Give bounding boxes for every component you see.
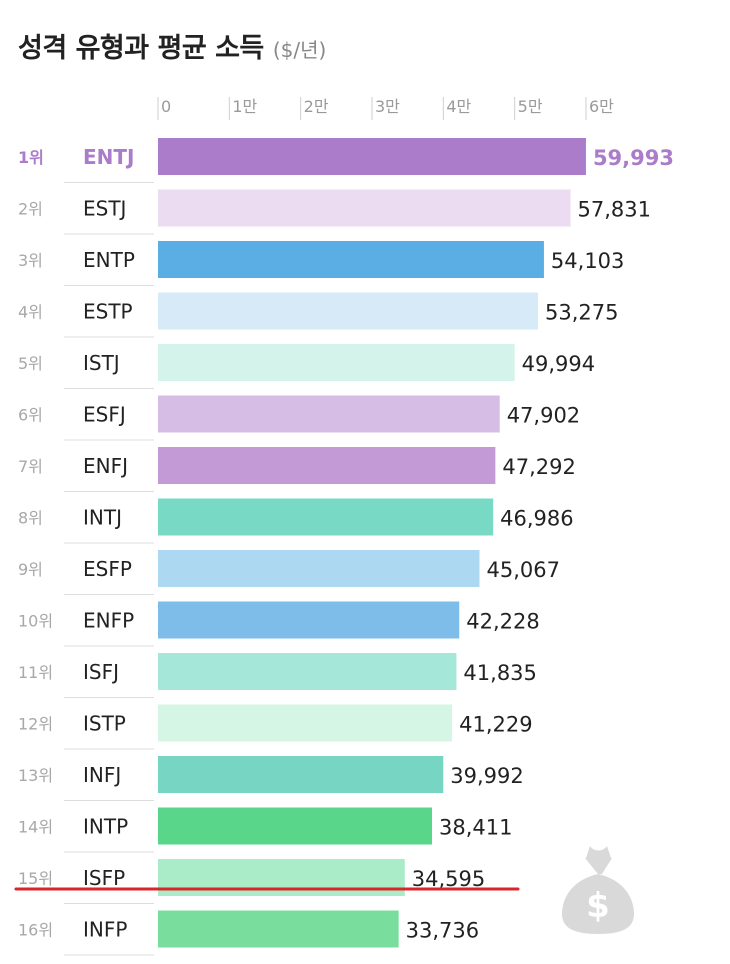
type-label: ISFJ bbox=[83, 660, 119, 684]
rank-label: 16위 bbox=[18, 920, 53, 939]
rank-label: 9위 bbox=[18, 560, 43, 579]
x-tick-label: 1만 bbox=[232, 97, 257, 116]
rank-label: 15위 bbox=[18, 869, 53, 888]
x-tick-label: 2만 bbox=[304, 97, 329, 116]
type-label: ESFJ bbox=[83, 402, 126, 426]
bar-infj bbox=[158, 756, 444, 793]
x-tick-label: 5만 bbox=[518, 97, 543, 116]
value-label: 49,994 bbox=[522, 352, 595, 376]
bar-row: 11위 ISFJ 41,835 bbox=[18, 653, 537, 698]
bar-row: 5위 ISTJ 49,994 bbox=[18, 344, 595, 389]
bar-row: 12위 ISTP 41,229 bbox=[18, 704, 533, 750]
dollar-sign: $ bbox=[586, 886, 610, 926]
bar-row: 14위 INTP 38,411 bbox=[18, 807, 512, 853]
bar-intp bbox=[158, 807, 432, 845]
money-bag-icon: $ bbox=[562, 846, 634, 934]
value-label: 41,229 bbox=[459, 712, 532, 736]
bar-row: 6위 ESFJ 47,902 bbox=[18, 395, 580, 441]
rank-label: 5위 bbox=[18, 354, 43, 373]
rank-label: 10위 bbox=[18, 611, 53, 630]
bar-row: 1위 ENTJ 59,993 bbox=[18, 138, 674, 183]
rank-label: 4위 bbox=[18, 302, 43, 321]
value-label: 57,831 bbox=[578, 197, 651, 221]
title-unit: ($/년) bbox=[272, 38, 327, 62]
bar-row: 4위 ESTP 53,275 bbox=[18, 292, 619, 338]
type-label: ISTP bbox=[83, 711, 126, 735]
value-label: 59,993 bbox=[593, 146, 674, 170]
bar-row: 3위 ENTP 54,103 bbox=[18, 241, 624, 286]
rank-label: 2위 bbox=[18, 199, 43, 218]
value-label: 38,411 bbox=[439, 815, 512, 839]
type-label: ENTJ bbox=[83, 145, 134, 169]
x-tick-label: 3만 bbox=[375, 97, 400, 116]
type-label: ISTJ bbox=[83, 351, 120, 375]
value-label: 45,067 bbox=[486, 558, 559, 582]
bar-estj bbox=[158, 189, 571, 227]
value-label: 54,103 bbox=[551, 249, 624, 273]
bar-row: 8위 INTJ 46,986 bbox=[18, 498, 574, 544]
bar-row: 10위 ENFP 42,228 bbox=[18, 601, 540, 647]
rank-label: 11위 bbox=[18, 663, 53, 682]
type-label: ESTJ bbox=[83, 196, 126, 220]
bar-istp bbox=[158, 704, 453, 742]
bar-estp bbox=[158, 292, 539, 330]
rank-label: 1위 bbox=[18, 148, 44, 167]
bar-row: 15위 ISFP 34,595 bbox=[18, 859, 485, 904]
type-label: INFJ bbox=[83, 763, 121, 787]
type-label: ENFJ bbox=[83, 454, 128, 478]
bar-row: 16위 INFP 33,736 bbox=[18, 910, 479, 956]
bar-intj bbox=[158, 498, 494, 536]
x-axis: 0 1만 2만 3만 4만 5만 6만 bbox=[157, 97, 614, 120]
rank-label: 7위 bbox=[18, 457, 43, 476]
title-text: 성격 유형과 평균 소득 bbox=[18, 33, 264, 64]
rank-label: 8위 bbox=[18, 508, 43, 527]
value-label: 42,228 bbox=[466, 609, 539, 633]
x-tick-label: 4만 bbox=[446, 97, 471, 116]
bar-infp bbox=[158, 910, 399, 948]
value-label: 41,835 bbox=[463, 661, 536, 685]
rank-label: 3위 bbox=[18, 251, 43, 270]
type-label: ESTP bbox=[83, 299, 133, 323]
chart-title: 성격 유형과 평균 소득 ($/년) bbox=[18, 26, 326, 65]
value-label: 53,275 bbox=[545, 300, 618, 324]
rank-label: 12위 bbox=[18, 714, 53, 733]
value-label: 39,992 bbox=[450, 764, 523, 788]
type-label: INTP bbox=[83, 814, 128, 838]
type-label: ENTP bbox=[83, 248, 135, 272]
bar-row: 13위 INFJ 39,992 bbox=[18, 756, 524, 801]
x-tick-label: 6만 bbox=[589, 97, 614, 116]
bar-enfp bbox=[158, 601, 460, 639]
bar-istj bbox=[158, 344, 515, 381]
bar-isfj bbox=[158, 653, 457, 690]
bar-enfj bbox=[158, 447, 496, 484]
value-label: 34,595 bbox=[412, 867, 485, 891]
type-label: ENFP bbox=[83, 608, 134, 632]
type-label: ISFP bbox=[83, 866, 125, 890]
bar-entj bbox=[158, 138, 586, 175]
value-label: 47,292 bbox=[502, 455, 575, 479]
bar-entp bbox=[158, 241, 544, 278]
rank-label: 14위 bbox=[18, 817, 53, 836]
type-label: ESFP bbox=[83, 557, 132, 581]
type-label: INFP bbox=[83, 917, 127, 941]
value-label: 46,986 bbox=[500, 506, 573, 530]
bar-row: 2위 ESTJ 57,831 bbox=[18, 189, 651, 235]
rank-label: 13위 bbox=[18, 766, 53, 785]
bar-esfj bbox=[158, 395, 500, 433]
chart-rows: 1위 ENTJ 59,993 2위 ESTJ 57,831 3위 ENTP 54,103 4위 ES… bbox=[18, 138, 674, 956]
bar-esfp bbox=[158, 550, 480, 587]
bar-row: 9위 ESFP 45,067 bbox=[18, 550, 560, 595]
rank-label: 6위 bbox=[18, 405, 43, 424]
value-label: 47,902 bbox=[507, 403, 580, 427]
bar-row: 7위 ENFJ 47,292 bbox=[18, 447, 576, 492]
x-tick-label: 0 bbox=[161, 97, 171, 116]
type-label: INTJ bbox=[83, 505, 122, 529]
value-label: 33,736 bbox=[406, 918, 479, 942]
